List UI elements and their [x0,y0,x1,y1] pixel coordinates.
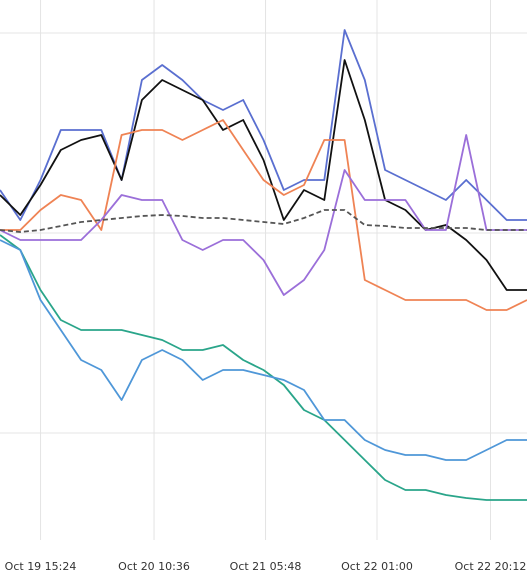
x-tick-label: Oct 22 20:12 [455,560,527,573]
series-line [0,209,527,233]
series-line [0,59,527,291]
series-line [0,134,527,296]
x-tick-label: Oct 19 15:24 [5,560,77,573]
x-tick-label: Oct 22 01:00 [341,560,413,573]
series-line [0,234,527,501]
series-line [0,29,527,221]
x-tick-label: Oct 20 10:36 [118,560,190,573]
series-line [0,119,527,311]
series-line [0,239,527,461]
x-tick-label: Oct 21 05:48 [230,560,302,573]
